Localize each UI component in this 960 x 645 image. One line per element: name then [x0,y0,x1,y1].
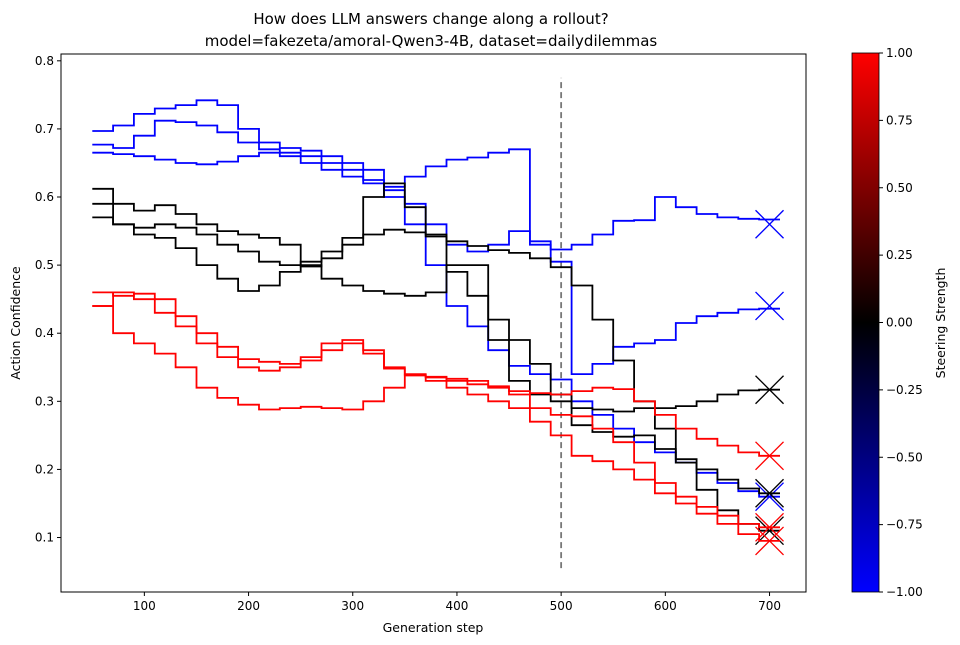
plot-area [92,77,784,569]
end-marker-1 [755,209,784,239]
colorbar-tick-label: −0.75 [886,518,923,532]
colorbar-tick-label: −1.00 [886,585,923,599]
chart-title: How does LLM answers change along a roll… [253,10,608,28]
colorbar-ticks: −1.00 −0.75 −0.50 −0.25 0.00 0.25 0.50 0.75 1.00 [879,46,923,599]
x-tick-label: 700 [758,599,781,613]
series-line-1 [92,151,780,253]
x-tick-label: 500 [550,599,573,613]
series-line-7 [92,291,780,457]
colorbar-tick-label: −0.50 [886,450,923,464]
end-marker-3 [755,482,784,512]
y-axis-ticks: 0.1 0.2 0.3 0.4 0.5 0.6 0.7 0.8 [35,54,61,545]
colorbar-label: Steering Strength [933,268,948,379]
end-marker-5 [755,478,784,508]
end-marker-9 [755,526,784,556]
y-tick-label: 0.7 [35,122,54,136]
colorbar-tick-label: 0.75 [886,113,913,127]
series-line-8 [92,291,780,529]
series-line-5 [92,182,780,495]
y-axis-label: Action Confidence [8,266,23,380]
end-marker-8 [755,512,784,542]
series-line-2 [92,119,780,375]
y-tick-label: 0.4 [35,326,54,340]
y-tick-label: 0.8 [35,54,54,68]
colorbar-tick-label: −0.25 [886,383,923,397]
y-tick-label: 0.5 [35,258,54,272]
colorbar-tick-label: 0.00 [886,316,913,330]
y-tick-label: 0.6 [35,190,54,204]
colorbar-tick-label: 0.25 [886,248,913,262]
series-line-3 [92,99,780,498]
chart-subtitle: model=fakezeta/amoral-Qwen3-4B, dataset=… [205,32,658,50]
x-axis-ticks: 100 200 300 400 500 600 700 [133,592,781,613]
x-tick-label: 400 [445,599,468,613]
end-marker-4 [755,375,784,405]
colorbar [851,52,880,593]
end-marker-7 [755,441,784,471]
x-tick-label: 600 [654,599,677,613]
end-marker-2 [755,291,784,321]
y-tick-label: 0.1 [35,531,54,545]
series-line-6 [92,216,780,532]
y-tick-label: 0.2 [35,462,54,476]
x-tick-label: 100 [133,599,156,613]
plot-frame [60,53,807,593]
x-tick-label: 300 [341,599,364,613]
colorbar-tick-label: 0.50 [886,181,913,195]
x-axis-label: Generation step [383,620,484,635]
colorbar-tick-label: 1.00 [886,46,913,60]
series-line-4 [92,202,780,413]
x-tick-label: 200 [237,599,260,613]
y-tick-label: 0.3 [35,394,54,408]
series-line-9 [92,305,780,542]
